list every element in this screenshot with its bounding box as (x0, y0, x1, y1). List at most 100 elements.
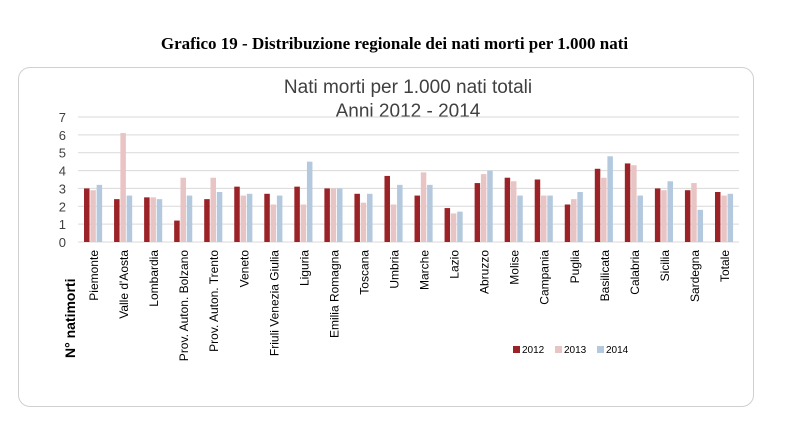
bar-2014 (216, 192, 223, 242)
legend-swatch-2014 (597, 346, 604, 353)
bar-2012 (204, 199, 210, 242)
bar-2014 (637, 195, 643, 242)
bar-2013 (120, 133, 126, 242)
bar-2014 (306, 161, 313, 242)
x-tick-label: Emilia Romagna (327, 250, 341, 338)
bar-2013 (330, 188, 337, 242)
y-tick-label: 4 (59, 164, 66, 179)
bar-2014 (607, 156, 613, 242)
x-tick-label: Puglia (568, 250, 582, 284)
bar-2012 (594, 168, 601, 242)
y-tick-label: 6 (59, 128, 66, 143)
bar-2013 (691, 183, 697, 242)
bar-2014 (367, 193, 373, 242)
bar-2014 (186, 195, 193, 242)
bar-2012 (624, 163, 631, 242)
y-tick-label: 1 (59, 217, 66, 232)
bar-2014 (156, 199, 163, 242)
bar-2012 (324, 188, 330, 242)
bar-2012 (354, 193, 360, 242)
bar-2013 (210, 177, 217, 242)
bar-2012 (294, 186, 300, 242)
bar-2014 (336, 188, 343, 242)
bar-2012 (414, 195, 421, 242)
bar-2014 (246, 193, 253, 242)
bar-2013 (270, 204, 277, 242)
bar-2013 (661, 190, 667, 242)
bar-2013 (450, 213, 457, 242)
bar-2014 (667, 181, 673, 242)
x-tick-label: Lazio (448, 250, 462, 279)
legend-label: 2012 (522, 345, 545, 356)
bar-2012 (384, 175, 390, 242)
bar-2013 (480, 174, 487, 242)
bar-2014 (126, 195, 133, 242)
bar-2012 (534, 179, 541, 242)
bar-2014 (96, 184, 103, 242)
bar-2014 (517, 195, 523, 242)
bar-2013 (240, 195, 247, 242)
bar-2014 (547, 195, 553, 242)
x-tick-label: Sardegna (688, 250, 702, 302)
y-tick-label: 5 (59, 146, 66, 161)
x-tick-label: Basilicata (598, 250, 612, 302)
bar-2012 (564, 204, 571, 242)
x-tick-label: Lombardia (147, 250, 161, 307)
chart-frame (18, 67, 754, 407)
figure-title: Grafico 19 - Distribuzione regionale dei… (160, 34, 629, 53)
x-tick-label: Toscana (357, 250, 371, 295)
bar-2012 (444, 208, 451, 242)
bar-2014 (397, 184, 403, 242)
bar-2013 (601, 177, 607, 242)
legend-label: 2013 (564, 345, 587, 356)
bar-2012 (714, 192, 721, 242)
bar-2013 (541, 195, 547, 242)
x-tick-label: Marche (418, 250, 432, 290)
bar-2012 (114, 199, 120, 242)
bar-2013 (300, 204, 307, 242)
bar-2012 (174, 220, 180, 242)
y-tick-label: 0 (59, 235, 66, 250)
bar-2012 (264, 193, 270, 242)
y-tick-label: 2 (59, 199, 66, 214)
bar-2012 (684, 190, 691, 242)
x-tick-label: Liguria (297, 250, 311, 286)
bar-2014 (697, 209, 704, 242)
bar-2012 (504, 177, 511, 242)
x-tick-label: Molise (508, 250, 522, 285)
legend-swatch-2013 (555, 346, 562, 353)
legend-swatch-2012 (513, 346, 520, 353)
bar-2013 (360, 202, 367, 242)
x-tick-label: Calabria (628, 250, 642, 295)
x-tick-label: Umbria (387, 250, 401, 289)
x-tick-label: Totale (718, 250, 732, 282)
x-tick-label: Prov. Auton. Trento (207, 250, 221, 352)
bar-2013 (90, 190, 96, 242)
bar-2013 (571, 199, 577, 242)
bar-2014 (487, 170, 493, 242)
x-tick-label: Piemonte (87, 250, 101, 301)
bar-2013 (390, 204, 397, 242)
x-tick-label: Veneto (237, 250, 251, 288)
legend-label: 2014 (606, 345, 629, 356)
x-tick-label: Abruzzo (478, 250, 492, 294)
bar-2013 (420, 172, 427, 242)
y-tick-label: 3 (59, 181, 66, 196)
y-tick-label: 7 (59, 110, 66, 125)
bar-2014 (577, 192, 583, 242)
bar-2012 (84, 188, 90, 242)
bar-2014 (457, 211, 463, 242)
bar-2013 (150, 197, 156, 242)
bar-2013 (510, 181, 517, 242)
bar-2012 (654, 188, 661, 242)
x-tick-label: Sicilia (658, 250, 672, 282)
bar-2012 (234, 186, 240, 242)
bar-2013 (721, 195, 727, 242)
bar-2013 (180, 177, 186, 242)
bar-2014 (427, 184, 433, 242)
bar-2013 (631, 165, 637, 242)
y-axis-label: N° natimorti (62, 279, 78, 359)
x-tick-label: Friuli Venezia Giulia (267, 250, 281, 356)
x-tick-label: Valle d'Aosta (117, 250, 131, 319)
